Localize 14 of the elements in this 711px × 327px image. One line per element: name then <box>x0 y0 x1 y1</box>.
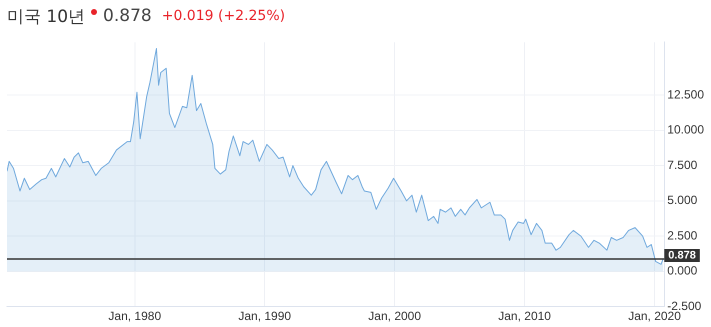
y-tick-label: 12.500 <box>667 87 704 102</box>
ref-line-label: 0.878 <box>668 249 696 262</box>
x-tick-label: Jan, 2010 <box>498 309 552 324</box>
x-tick-label: Jan, 2000 <box>368 309 422 324</box>
y-tick-label: 2.500 <box>667 228 698 242</box>
y-tick-label: 7.500 <box>667 158 698 172</box>
y-tick-label: 5.000 <box>667 193 698 208</box>
chart-subtitle: 0.878 <box>103 6 152 26</box>
chart-title: 미국 10년 <box>7 6 86 28</box>
y-tick-label: 0.000 <box>667 264 698 278</box>
y-tick-label: 10.000 <box>667 122 704 137</box>
x-tick-label: Jan, 1990 <box>238 309 292 324</box>
text: +0.019 (+2.25%) <box>162 8 286 24</box>
x-tick-label: Jan, 1980 <box>108 309 162 324</box>
